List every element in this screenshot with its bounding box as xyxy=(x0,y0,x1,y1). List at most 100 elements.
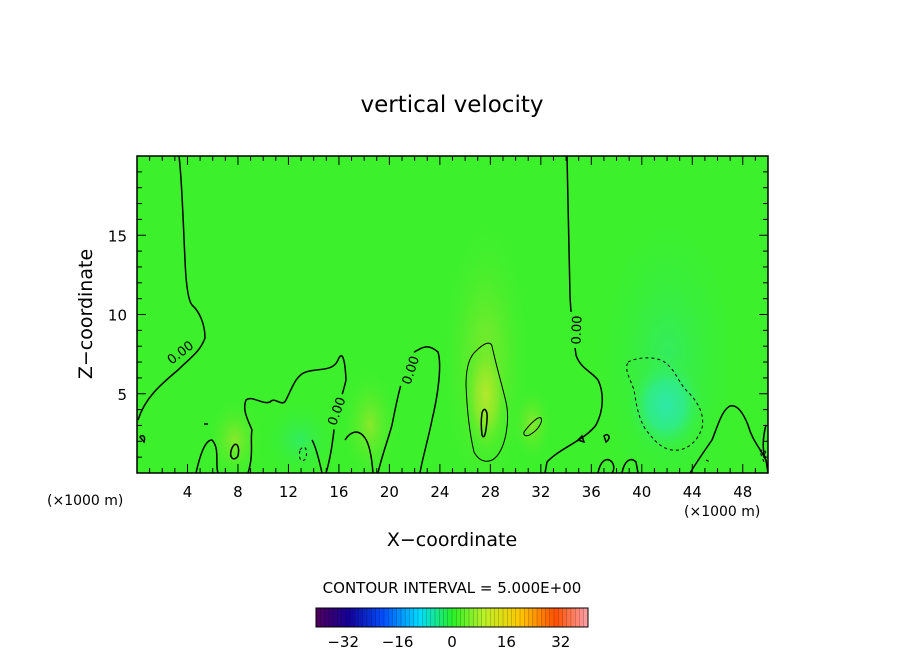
colorbar-swatch xyxy=(439,608,444,627)
x-unit-label: (×1000 m) xyxy=(684,504,760,520)
colorbar-swatch xyxy=(575,608,580,627)
contour-interval-text: CONTOUR INTERVAL = 5.000E+00 xyxy=(323,579,582,597)
x-axis-title: X−coordinate xyxy=(387,529,517,551)
colorbar-swatch xyxy=(579,608,585,627)
x-tick-label: 24 xyxy=(430,483,449,501)
colorbar-swatch xyxy=(490,608,495,627)
colorbar-swatch xyxy=(362,608,368,627)
colorbar xyxy=(315,608,589,627)
colorbar-swatch xyxy=(367,608,372,627)
colorbar-swatch xyxy=(562,608,568,627)
contour-labels: 0.00 0.00 0.00 0.00 xyxy=(160,311,585,431)
x-tick-label: 44 xyxy=(683,483,702,501)
colorbar-swatch xyxy=(341,608,347,627)
colorbar-swatch xyxy=(507,608,512,627)
contour-5-updraft xyxy=(465,342,509,462)
colorbar-swatch xyxy=(388,608,393,627)
y-axis-title: Z−coordinate xyxy=(75,249,97,379)
x-tick-label: 12 xyxy=(279,483,298,501)
colorbar-swatch xyxy=(401,608,406,627)
z-unit-label: (×1000 m) xyxy=(47,493,123,509)
colorbar-swatch xyxy=(358,608,364,627)
colorbar-swatch xyxy=(337,608,342,627)
contour-5-secondary xyxy=(523,417,542,437)
zero-contour-left-column xyxy=(137,156,206,421)
colorbar-tick-labels: −32 −16 0 16 32 xyxy=(327,633,570,651)
colorbar-swatch xyxy=(392,608,398,627)
x-axis-tick-labels: 4 8 12 16 20 24 28 32 36 40 44 48 xyxy=(183,483,753,501)
colorbar-swatch xyxy=(371,608,376,627)
colorbar-swatch xyxy=(494,608,500,627)
colorbar-swatch xyxy=(473,608,478,627)
colorbar-swatch xyxy=(426,608,432,627)
colorbar-swatch xyxy=(511,608,517,627)
y-tick-label: 15 xyxy=(108,227,127,245)
colorbar-swatch xyxy=(456,608,461,627)
x-tick-label: 36 xyxy=(582,483,601,501)
colorbar-tick-label: 32 xyxy=(551,633,570,651)
colorbar-tick-label: 16 xyxy=(497,633,516,651)
colorbar-swatch xyxy=(418,608,423,627)
colorbar-swatch xyxy=(528,608,534,627)
colorbar-swatch xyxy=(583,608,589,627)
colorbar-swatch xyxy=(545,608,551,627)
plot-area: 0.00 0.00 0.00 0.00 xyxy=(137,156,768,473)
contour-minus5-downdraft xyxy=(626,357,704,451)
colorbar-tick-label: −32 xyxy=(327,633,359,651)
zero-contour-low-band xyxy=(195,346,441,473)
colorbar-swatch xyxy=(413,608,419,627)
updraft-secondary xyxy=(510,384,554,464)
colorbar-swatch xyxy=(524,608,529,627)
colorbar-swatch xyxy=(405,608,410,627)
y-tick-label: 5 xyxy=(117,386,127,404)
x-tick-label: 48 xyxy=(733,483,752,501)
contour-10-updraft xyxy=(480,408,488,438)
colorbar-swatch xyxy=(354,608,359,627)
x-tick-label: 32 xyxy=(531,483,550,501)
colorbar-swatch xyxy=(430,608,436,627)
colorbar-swatch xyxy=(333,608,338,627)
colorbar-swatch xyxy=(464,608,470,627)
colorbar-swatch xyxy=(554,608,559,627)
colorbar-swatch xyxy=(541,608,546,627)
colorbar-swatch xyxy=(537,608,542,627)
colorbar-swatch xyxy=(520,608,525,627)
x-tick-label: 28 xyxy=(481,483,500,501)
colorbar-swatch xyxy=(566,608,572,627)
zero-contour-right-column xyxy=(544,156,603,473)
weak-upward-mid xyxy=(340,365,400,473)
colorbar-swatch xyxy=(558,608,563,627)
zero-contour-small-islands xyxy=(139,423,639,473)
chart-title: vertical velocity xyxy=(361,92,544,118)
colorbar-swatch xyxy=(447,608,453,627)
colorbar-swatch xyxy=(443,608,449,627)
x-tick-label: 16 xyxy=(329,483,348,501)
colorbar-swatch xyxy=(345,608,351,627)
colorbar-swatch xyxy=(498,608,504,627)
colorbar-swatch xyxy=(328,608,334,627)
colorbar-swatch xyxy=(477,608,483,627)
zero-contour-east-low xyxy=(689,405,768,473)
colorbar-swatch xyxy=(409,608,415,627)
y-axis-ticks xyxy=(137,171,768,458)
downdraft-low-left xyxy=(260,400,340,473)
updraft-core xyxy=(462,330,510,460)
y-axis-tick-labels: 5 10 15 xyxy=(108,227,127,404)
y-tick-label: 10 xyxy=(108,307,127,325)
colorbar-swatch xyxy=(316,608,321,627)
x-tick-label: 20 xyxy=(380,483,399,501)
colorbar-swatch xyxy=(350,608,355,627)
colorbar-swatch xyxy=(422,608,427,627)
colorbar-swatch xyxy=(486,608,491,627)
colorbar-swatch xyxy=(481,608,487,627)
colorbar-tick-label: −16 xyxy=(382,633,414,651)
colorbar-swatch xyxy=(571,608,576,627)
colorbar-swatch xyxy=(503,608,508,627)
x-tick-label: 4 xyxy=(183,483,193,501)
contour-minus5-small xyxy=(299,446,767,464)
contour-label-right: 0.00 xyxy=(569,315,585,344)
colorbar-swatch xyxy=(460,608,466,627)
positive-contours xyxy=(465,342,542,462)
colorbar-tick-label: 0 xyxy=(447,633,457,651)
